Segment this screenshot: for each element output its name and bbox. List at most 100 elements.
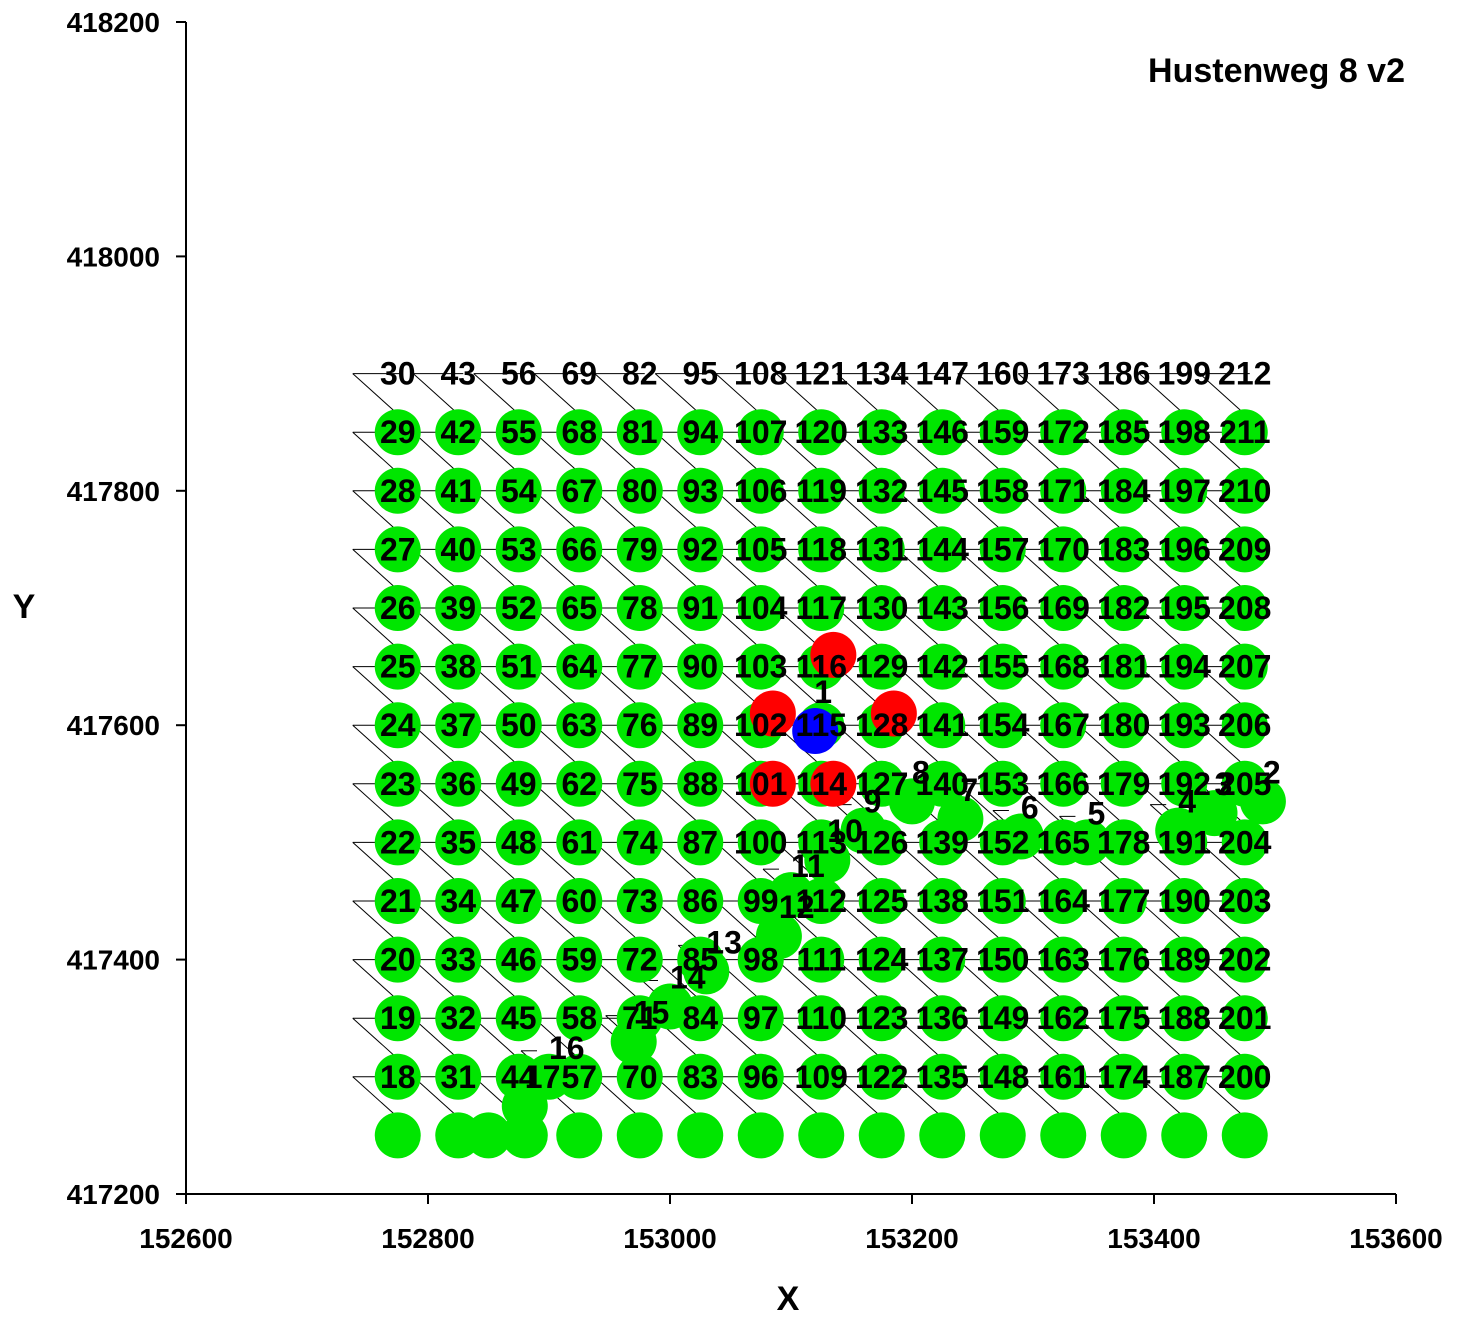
receptor-point [556,878,603,924]
path-label: 15 [634,995,670,1031]
receptor-label: 46 [501,942,537,978]
receptor-label: 53 [501,531,537,567]
receptor-point [677,643,724,690]
receptor-label: 36 [440,766,476,802]
receptor-label: 185 [1097,414,1150,450]
receptor-label: 173 [1037,356,1090,392]
receptor-label: 110 [795,1000,847,1036]
receptor-label: 153 [976,766,1029,802]
path-label: 17 [525,1059,561,1095]
receptor-label: 155 [976,649,1029,685]
receptor-label: 108 [734,356,787,392]
receptor-label: 117 [795,590,847,626]
receptor-point [858,878,905,924]
receptor-point [979,1112,1026,1159]
receptor-label: 42 [440,414,476,450]
receptor-label: 119 [795,473,847,509]
receptor-label: 85 [682,942,718,978]
receptor-point [858,585,905,631]
receptor-label: 22 [380,824,416,860]
receptor-label: 206 [1218,707,1271,743]
receptor-label: 103 [734,649,787,685]
receptor-label: 80 [622,473,658,509]
receptor-label: 210 [1218,473,1271,509]
y-tick-label: 417600 [67,710,160,741]
receptor-label: 180 [1097,707,1150,743]
receptor-point [495,585,542,631]
receptor-point [374,467,421,514]
receptor-point [737,643,784,690]
receptor-point [1161,1053,1208,1100]
receptor-label: 177 [1097,883,1150,919]
receptor-point [556,936,603,983]
receptor-label: 24 [380,707,416,743]
receptor-point [737,819,784,866]
receptor-label: 142 [916,649,969,685]
receptor-point [798,1053,845,1100]
receptor-label: 164 [1037,883,1091,919]
x-tick-label: 152600 [139,1223,232,1254]
receptor-label: 49 [501,766,537,802]
receptor-label: 200 [1218,1059,1271,1095]
receptor-label: 107 [734,414,787,450]
receptor-label: 184 [1097,473,1151,509]
source-point [810,631,857,678]
receptor-label: 149 [976,1000,1029,1036]
receptor-label: 183 [1097,531,1150,567]
receptor-label: 144 [916,531,970,567]
receptor-point [1161,878,1208,924]
receptor-point [1100,878,1147,924]
receptor-point [495,819,542,866]
receptor-point [374,585,421,631]
receptor-point [1040,878,1087,924]
receptor-point [616,409,663,456]
receptor-point [374,995,421,1042]
receptor-point [798,409,845,456]
receptor-label: 209 [1218,531,1271,567]
receptor-point [979,643,1026,690]
receptor-point [1161,526,1208,573]
receptor-point [374,878,421,924]
receptor-label: 162 [1037,1000,1090,1036]
receptor-label: 106 [734,473,787,509]
receptor-point [616,819,663,866]
receptor-label: 169 [1037,590,1090,626]
receptor-point [1100,467,1147,514]
receptor-label: 115 [795,707,847,743]
receptor-point [616,467,663,514]
receptor-label: 186 [1097,356,1150,392]
receptor-point [919,467,966,514]
path-label: 14 [670,959,706,995]
receptor-label: 29 [380,414,416,450]
receptor-point [979,878,1026,924]
receptor-label: 93 [682,473,718,509]
receptor-point [1100,526,1147,573]
receptor-label: 138 [916,883,969,919]
receptor-point [1161,760,1208,807]
receptor-label: 139 [916,824,969,860]
receptor-point [737,585,784,631]
x-tick-label: 153200 [865,1223,958,1254]
receptor-label: 160 [976,356,1029,392]
receptor-label: 35 [440,824,476,860]
receptor-point [677,1112,724,1159]
receptor-label: 102 [734,707,787,743]
receptor-label: 141 [916,707,969,743]
receptor-point [677,409,724,456]
receptor-label: 62 [561,766,597,802]
receptor-label: 158 [976,473,1029,509]
receptor-point [919,1112,966,1159]
receptor-point [737,1112,784,1159]
receptor-label: 114 [795,766,847,802]
receptor-point [495,760,542,807]
receptor-label: 81 [622,414,658,450]
receptor-label: 71 [622,1000,658,1036]
receptor-label: 58 [561,1000,597,1036]
receptor-point [495,643,542,690]
receptor-label: 20 [380,942,416,978]
receptor-label: 109 [795,1059,848,1095]
receptor-point [979,585,1026,631]
receptor-label: 157 [976,531,1029,567]
receptor-point [435,1053,482,1100]
receptor-label: 135 [916,1059,969,1095]
